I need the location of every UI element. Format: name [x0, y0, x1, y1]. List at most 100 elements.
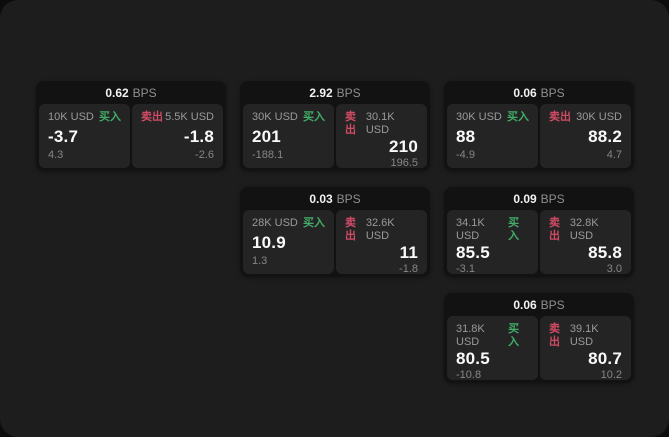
sell-side-label: 卖出 [549, 323, 560, 348]
sell-amount: 30K USD [576, 111, 622, 123]
sell-panel-top: 卖出 32.8K USD [549, 217, 622, 243]
bps-header: 0.62 BPS [39, 81, 223, 104]
bps-unit-label: BPS [540, 297, 565, 312]
buy-side-label: 买入 [99, 111, 121, 123]
buy-panel-top: 30K USD 买入 [252, 111, 325, 124]
buy-price: 88 [456, 126, 476, 146]
bps-header: 2.92 BPS [243, 81, 427, 104]
bps-value: 2.92 [309, 85, 333, 100]
bps-unit-label: BPS [336, 85, 361, 100]
buy-panel-top: 28K USD 买入 [252, 217, 325, 230]
bps-value: 0.03 [309, 191, 333, 206]
sell-amount: 39.1K USD [569, 323, 599, 348]
buy-amount: 30K USD [456, 111, 502, 123]
bps-unit-label: BPS [336, 191, 361, 206]
sell-sub-value: 4.7 [606, 149, 622, 161]
buy-sell-panels: 31.8K USD 买入 80.5 -10.8 卖出 39.1K USD 80.7 10.2 [447, 316, 631, 381]
sell-price: 88.2 [588, 126, 622, 146]
buy-panel[interactable]: 30K USD 买入 201 -188.1 [243, 104, 334, 168]
buy-price: 80.5 [456, 349, 490, 368]
sell-panel[interactable]: 卖出 5.5K USD -1.8 -2.6 [132, 104, 223, 168]
sell-price: 210 [389, 137, 418, 156]
sell-price: 11 [399, 243, 418, 262]
buy-panel[interactable]: 30K USD 买入 88 -4.9 [447, 104, 538, 168]
quote-card: 0.03 BPS 28K USD 买入 10.9 1.3 卖出 32.6K USD 11 -1.8 [240, 187, 430, 277]
sell-panel-top: 卖出 5.5K USD [141, 111, 214, 124]
buy-side-label: 买入 [508, 217, 520, 242]
sell-side-label: 卖出 [345, 217, 356, 242]
buy-sub-value: -188.1 [252, 149, 284, 161]
buy-sub-value: -4.9 [456, 149, 475, 161]
sell-sub-value: 3.0 [606, 263, 622, 275]
sell-sub-value: -2.6 [195, 149, 214, 161]
bps-header: 0.03 BPS [243, 187, 427, 210]
sell-price: 85.8 [588, 243, 622, 262]
buy-panel-top: 30K USD 买入 [456, 111, 529, 124]
buy-sell-panels: 30K USD 买入 88 -4.9 卖出 30K USD 88.2 4.7 [447, 104, 631, 168]
bps-unit-label: BPS [540, 85, 565, 100]
buy-panel[interactable]: 34.1K USD 买入 85.5 -3.1 [447, 210, 538, 275]
buy-side-label: 买入 [303, 111, 325, 123]
bps-value: 0.62 [105, 85, 129, 100]
buy-panel-top: 10K USD 买入 [48, 111, 121, 124]
sell-amount: 5.5K USD [165, 111, 214, 123]
buy-side-label: 买入 [507, 111, 529, 123]
quote-card: 2.92 BPS 30K USD 买入 201 -188.1 卖出 30.1K USD 210 1… [240, 81, 430, 171]
sell-price: -1.8 [183, 126, 214, 146]
sell-sub-value: 10.2 [600, 369, 622, 381]
sell-panel-top: 卖出 32.6K USD [345, 217, 418, 243]
buy-sell-panels: 28K USD 买入 10.9 1.3 卖出 32.6K USD 11 -1.8 [243, 210, 427, 275]
buy-sub-value: -3.1 [456, 263, 475, 275]
sell-panel-top: 卖出 30K USD [549, 111, 622, 124]
sell-amount: 32.8K USD [569, 217, 599, 242]
bps-value: 0.09 [513, 191, 537, 206]
buy-panel[interactable]: 31.8K USD 买入 80.5 -10.8 [447, 316, 538, 381]
sell-panel-top: 卖出 30.1K USD [345, 111, 418, 137]
sell-sub-value: -1.8 [399, 263, 418, 275]
quote-card: 0.06 BPS 31.8K USD 买入 80.5 -10.8 卖出 39.1K USD 80… [444, 293, 634, 383]
sell-side-label: 卖出 [141, 111, 163, 123]
bps-header: 0.06 BPS [447, 81, 631, 104]
quote-card: 0.09 BPS 34.1K USD 买入 85.5 -3.1 卖出 32.8K USD 85.… [444, 187, 634, 277]
sell-panel[interactable]: 卖出 32.8K USD 85.8 3.0 [540, 210, 631, 275]
buy-price: 201 [252, 126, 281, 146]
buy-panel[interactable]: 10K USD 买入 -3.7 4.3 [39, 104, 130, 168]
sell-side-label: 卖出 [549, 217, 560, 242]
buy-sub-value: 1.3 [252, 255, 268, 267]
buy-amount: 28K USD [252, 217, 298, 229]
buy-sell-panels: 10K USD 买入 -3.7 4.3 卖出 5.5K USD -1.8 -2.6 [39, 104, 223, 168]
bps-value: 0.06 [513, 85, 537, 100]
buy-sub-value: -10.8 [456, 369, 482, 381]
buy-amount: 30K USD [252, 111, 298, 123]
quote-card: 0.06 BPS 30K USD 买入 88 -4.9 卖出 30K USD 88.2 4.7 [444, 81, 634, 171]
sell-side-label: 卖出 [549, 111, 571, 123]
sell-sub-value: 196.5 [390, 157, 418, 169]
buy-sell-panels: 30K USD 买入 201 -188.1 卖出 30.1K USD 210 196.5 [243, 104, 427, 169]
buy-panel-top: 31.8K USD 买入 [456, 323, 529, 349]
sell-panel[interactable]: 卖出 39.1K USD 80.7 10.2 [540, 316, 631, 381]
sell-amount: 32.6K USD [365, 217, 395, 242]
buy-amount: 10K USD [48, 111, 94, 123]
buy-side-label: 买入 [303, 217, 325, 229]
buy-amount: 31.8K USD [456, 323, 485, 348]
buy-panel-top: 34.1K USD 买入 [456, 217, 529, 243]
quote-card: 0.62 BPS 10K USD 买入 -3.7 4.3 卖出 5.5K USD -1.8 -2.… [36, 81, 226, 171]
bps-unit-label: BPS [132, 85, 157, 100]
bps-header: 0.09 BPS [447, 187, 631, 210]
sell-panel-top: 卖出 39.1K USD [549, 323, 622, 349]
sell-panel[interactable]: 卖出 30.1K USD 210 196.5 [336, 104, 427, 169]
sell-side-label: 卖出 [345, 111, 356, 136]
bps-unit-label: BPS [540, 191, 565, 206]
sell-panel[interactable]: 卖出 30K USD 88.2 4.7 [540, 104, 631, 168]
buy-panel[interactable]: 28K USD 买入 10.9 1.3 [243, 210, 334, 274]
bps-value: 0.06 [513, 297, 537, 312]
buy-sub-value: 4.3 [48, 149, 64, 161]
sell-price: 80.7 [588, 349, 622, 368]
sell-amount: 30.1K USD [365, 111, 395, 136]
buy-sell-panels: 34.1K USD 买入 85.5 -3.1 卖出 32.8K USD 85.8 3.0 [447, 210, 631, 275]
buy-side-label: 买入 [508, 323, 520, 348]
buy-price: -3.7 [48, 126, 79, 146]
buy-amount: 34.1K USD [456, 217, 485, 242]
sell-panel[interactable]: 卖出 32.6K USD 11 -1.8 [336, 210, 427, 275]
